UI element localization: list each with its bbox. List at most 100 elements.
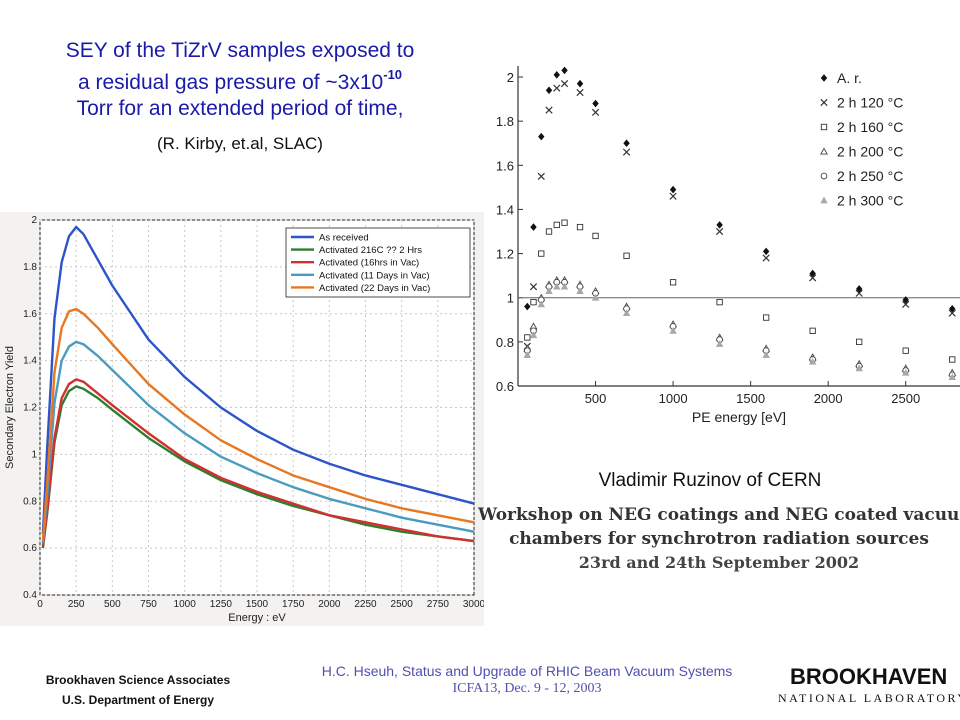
y-axis-label: Secondary Electron Yield <box>4 346 16 469</box>
title-line-1: SEY of the TiZrV samples exposed to <box>65 39 415 62</box>
data-point <box>576 287 584 294</box>
data-point <box>553 71 560 79</box>
y-tick-label: 1.4 <box>23 356 37 367</box>
data-point <box>948 373 956 381</box>
data-point <box>523 351 532 358</box>
data-point <box>545 287 553 294</box>
data-point <box>948 309 956 317</box>
series-line <box>41 307 475 542</box>
slide-title: SEY of the TiZrV samples exposed to a re… <box>20 38 460 122</box>
data-point <box>623 252 630 259</box>
data-point <box>553 221 560 229</box>
data-point <box>809 327 816 334</box>
x-tick-label: 3000 <box>463 599 484 610</box>
legend-label: 2 h 120 °C <box>837 95 903 111</box>
data-point <box>592 232 599 240</box>
x-tick-label: 1000 <box>174 599 197 610</box>
x-tick-label: 1500 <box>246 599 269 610</box>
footer-organization: Brookhaven Science Associates U.S. Depar… <box>18 670 258 710</box>
data-point <box>524 302 531 311</box>
legend-label: 2 h 250 °C <box>837 168 903 184</box>
x-tick-label: 1000 <box>659 391 688 406</box>
y-tick-label: 1 <box>31 449 37 460</box>
x-tick-label: 750 <box>140 599 157 610</box>
data-point <box>669 327 677 334</box>
legend-label: A. r. <box>837 70 862 86</box>
data-point <box>576 88 584 97</box>
x-tick-label: 2500 <box>891 391 920 406</box>
legend-marker <box>820 74 828 82</box>
data-point <box>949 304 956 313</box>
data-point <box>592 99 599 108</box>
data-point <box>537 300 545 308</box>
data-point <box>856 338 863 346</box>
workshop-line-3: 23rd and 24th September 2002 <box>578 553 860 572</box>
y-tick-label: 0.6 <box>23 543 37 554</box>
data-point <box>591 293 600 301</box>
title-exponent: -10 <box>383 67 403 82</box>
data-point <box>949 356 956 363</box>
data-point <box>623 139 630 148</box>
footer-conference: ICFA13, Dec. 9 - 12, 2003 <box>452 681 602 696</box>
data-point <box>808 357 817 365</box>
y-tick-label: 0.8 <box>496 335 514 350</box>
legend-label: As received <box>319 233 369 244</box>
x-tick-label: 1500 <box>736 391 765 406</box>
data-point <box>715 340 724 347</box>
data-point <box>622 148 631 156</box>
title-line-2: a residual gas pressure of ~3x10-10 <box>20 64 460 96</box>
x-tick-label: 500 <box>585 391 607 406</box>
slac-sey-chart: 0 250 500 750 1000 1250 1500 1750 2000 2250 2500 27… <box>0 212 486 626</box>
data-point <box>716 298 723 306</box>
y-tick-label: 1.4 <box>496 202 514 217</box>
y-tick-label: 0.6 <box>496 379 514 394</box>
x-tick-label: 0 <box>37 599 43 610</box>
slac-credit: (R. Kirby, et.al, SLAC) <box>157 134 323 153</box>
logo-subtitle: NATIONAL LABORATORY <box>778 691 960 705</box>
y-tick-label: 1.2 <box>496 247 514 262</box>
x-tick-label: 500 <box>104 599 121 610</box>
title-line-2-text: a residual gas pressure of ~3x10 <box>77 71 384 94</box>
series-points <box>523 278 956 379</box>
data-point <box>524 334 531 341</box>
data-point <box>622 309 631 317</box>
data-point <box>855 364 863 372</box>
data-point <box>762 254 770 262</box>
workshop-caption: Workshop on NEG coatings and NEG coated … <box>478 503 960 575</box>
x-tick-label: 1250 <box>210 599 233 610</box>
x-tick-label: 2000 <box>318 599 341 610</box>
data-point <box>855 289 863 297</box>
cern-attribution: Vladimir Ruzinov of CERN <box>598 470 822 491</box>
data-point <box>560 282 569 290</box>
series-points <box>523 275 957 376</box>
series-line <box>41 378 475 546</box>
legend-label: Activated (16hrs in Vac) <box>319 258 419 269</box>
data-point <box>553 84 561 92</box>
data-point <box>576 223 584 231</box>
legend-marker <box>820 147 828 155</box>
legend-label: Activated (11 Days in Vac) <box>319 270 430 281</box>
data-point <box>560 80 569 88</box>
series-points <box>523 80 956 350</box>
data-point <box>538 132 545 141</box>
x-axis-label: Energy : eV <box>228 612 286 624</box>
data-point <box>716 221 723 229</box>
x-tick-label: 2500 <box>391 599 414 610</box>
y-tick-label: 1 <box>507 291 514 306</box>
slac-sey-chart-svg: 0 250 500 750 1000 1250 1500 1750 2000 2250 2500 27… <box>4 215 486 624</box>
legend-box <box>285 227 471 298</box>
logo-word: BROOKHAVEN <box>790 664 947 689</box>
legend-marker <box>820 98 828 107</box>
legend-marker <box>820 123 828 131</box>
data-point <box>545 86 553 95</box>
data-point <box>576 79 584 88</box>
footer-org-line-2: U.S. Department of Energy <box>61 693 215 707</box>
x-axis-label: PE energy [eV] <box>692 409 786 425</box>
y-tick-label: 2 <box>31 215 37 226</box>
data-point <box>715 227 724 236</box>
legend-label: 2 h 160 °C <box>837 119 903 135</box>
data-point <box>762 351 770 358</box>
data-point <box>902 300 910 308</box>
y-tick-label: 0.8 <box>23 496 37 507</box>
data-point <box>591 108 600 116</box>
